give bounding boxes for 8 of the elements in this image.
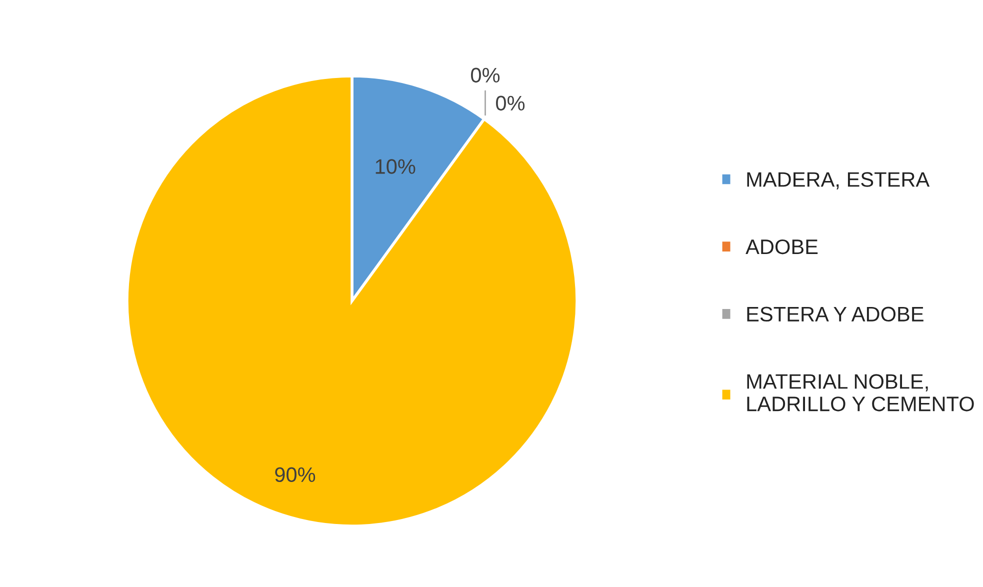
legend-label: ESTERA Y ADOBE [747, 306, 924, 322]
legend-label: ADOBE [746, 239, 818, 254]
text: 0% [496, 96, 525, 111]
data-label: 90% [275, 467, 316, 482]
legend-label: MATERIAL NOBLE, LADRILLO Y CEMENTO [747, 374, 974, 412]
text: 0% [471, 68, 500, 83]
data-label: 10% [376, 159, 416, 174]
legend-label: MADERA, ESTERA [747, 172, 930, 190]
